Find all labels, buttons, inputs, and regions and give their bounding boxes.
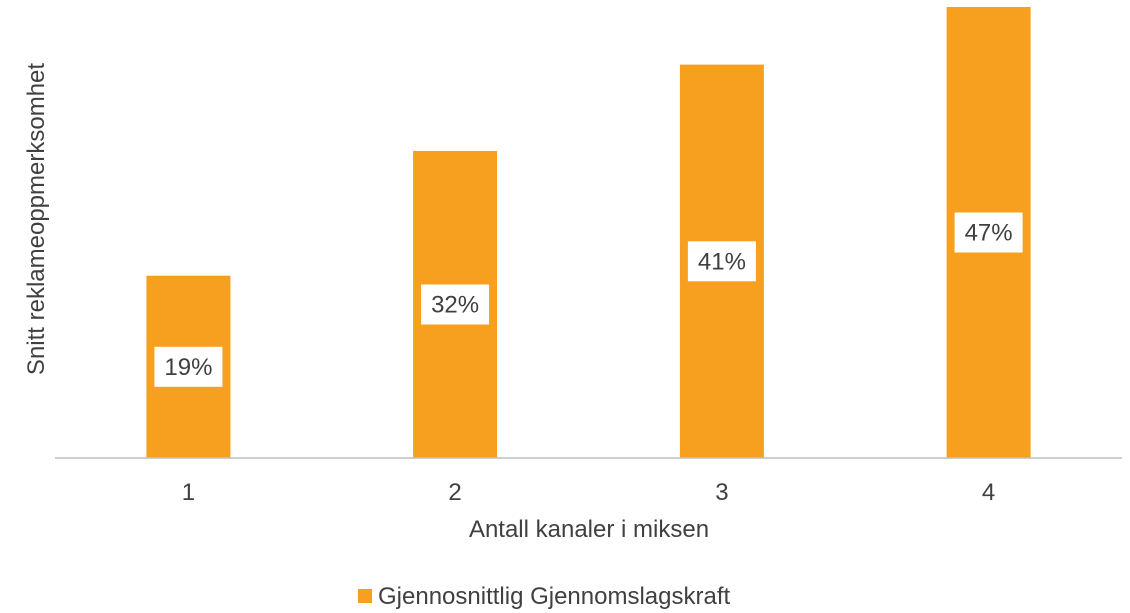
data-label-box xyxy=(954,212,1023,253)
x-tick-label-1: 1 xyxy=(182,479,195,506)
data-label-box xyxy=(687,241,756,282)
data-label-text: 47% xyxy=(965,220,1013,247)
y-axis-title: Snitt reklameoppmerksomhet xyxy=(23,63,50,375)
data-label-text: 19% xyxy=(164,354,212,381)
data-label-4: 47% xyxy=(954,212,1023,253)
data-label-3: 41% xyxy=(687,241,756,282)
data-label-1: 19% xyxy=(154,346,223,387)
x-tick-labels: 1 2 3 4 xyxy=(182,479,996,506)
x-tick-label-4: 4 xyxy=(982,479,995,506)
legend-label: Gjennosnittlig Gjennomslagskraft xyxy=(378,583,731,610)
data-label-text: 41% xyxy=(698,248,746,275)
legend-swatch xyxy=(358,589,372,603)
x-axis-title: Antall kanaler i miksen xyxy=(469,516,709,543)
x-tick-label-3: 3 xyxy=(715,479,728,506)
data-label-2: 32% xyxy=(421,284,490,325)
data-labels-layer: 19% 32% 41% 47% xyxy=(154,212,1023,387)
data-label-box xyxy=(154,346,223,387)
data-label-box xyxy=(421,284,490,325)
legend: Gjennosnittlig Gjennomslagskraft xyxy=(358,583,731,610)
bars-layer xyxy=(146,7,1031,458)
data-label-text: 32% xyxy=(431,292,479,319)
x-tick-label-2: 2 xyxy=(448,479,461,506)
